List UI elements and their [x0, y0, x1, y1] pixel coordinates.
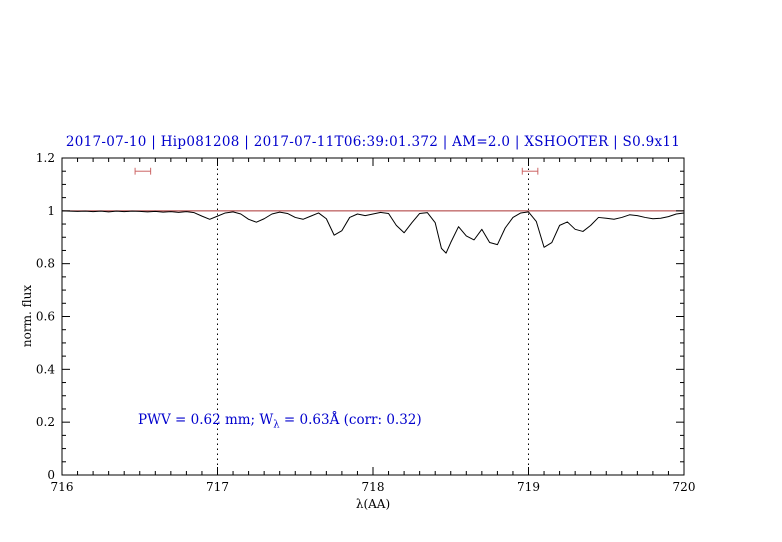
- x-tick-label: 718: [362, 480, 385, 494]
- y-tick-label: 0.6: [36, 310, 55, 324]
- y-tick-label: 0.8: [36, 257, 55, 271]
- pwv-annotation-suffix: = 0.63Å (corr: 0.32): [279, 412, 422, 428]
- pwv-annotation-prefix: PWV = 0.62 mm; W: [138, 412, 274, 428]
- region-marker: [134, 167, 152, 175]
- x-tick-label: 716: [51, 480, 74, 494]
- y-ticks: 0 0.2 0.4 0.6 0.8 1 1.2: [36, 151, 684, 482]
- x-tick-label: 720: [673, 480, 696, 494]
- pwv-annotation: PWV = 0.62 mm; Wλ = 0.63Å (corr: 0.32): [138, 412, 422, 431]
- x-tick-label: 719: [517, 480, 540, 494]
- y-tick-label: 0.2: [36, 415, 55, 429]
- plot-title: 2017-07-10 | Hip081208 | 2017-07-11T06:3…: [65, 134, 681, 150]
- y-tick-label: 1: [47, 204, 55, 218]
- x-ticks: 716 717 718 719 720: [51, 158, 696, 494]
- pwv-annotation-sub: λ: [273, 419, 280, 431]
- x-tick-label: 717: [206, 480, 229, 494]
- y-tick-label: 0.4: [36, 362, 55, 376]
- x-axis-label: λ(AA): [355, 497, 391, 511]
- y-tick-label: 1.2: [36, 151, 55, 165]
- spectrum-line: [61, 210, 685, 254]
- y-tick-label: 0: [47, 468, 55, 482]
- region-marker: [521, 167, 539, 175]
